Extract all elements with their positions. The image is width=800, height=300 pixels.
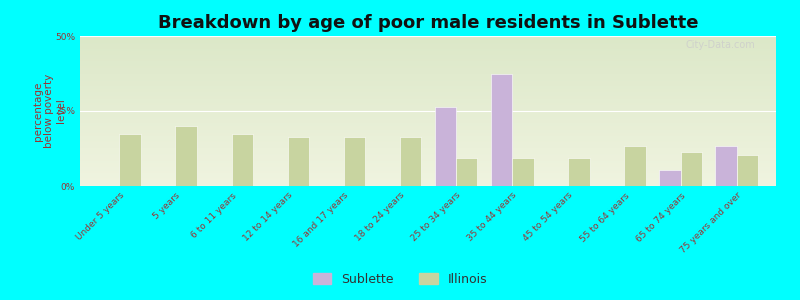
Bar	[400, 136, 422, 186]
Bar	[512, 158, 534, 186]
Y-axis label: percentage
below poverty
level: percentage below poverty level	[33, 74, 66, 148]
Bar	[344, 136, 365, 186]
Bar	[119, 134, 141, 186]
Bar	[456, 158, 478, 186]
Bar	[625, 146, 646, 186]
Bar	[681, 152, 702, 186]
Bar	[491, 74, 512, 186]
Bar	[568, 158, 590, 186]
Bar	[715, 146, 737, 186]
Bar	[231, 134, 253, 186]
Title: Breakdown by age of poor male residents in Sublette: Breakdown by age of poor male residents …	[158, 14, 698, 32]
Bar	[737, 154, 758, 186]
Bar	[175, 126, 197, 186]
Legend: Sublette, Illinois: Sublette, Illinois	[308, 268, 492, 291]
Bar	[659, 169, 681, 186]
Text: City-Data.com: City-Data.com	[686, 40, 755, 50]
Bar	[434, 106, 456, 186]
Bar	[288, 136, 309, 186]
